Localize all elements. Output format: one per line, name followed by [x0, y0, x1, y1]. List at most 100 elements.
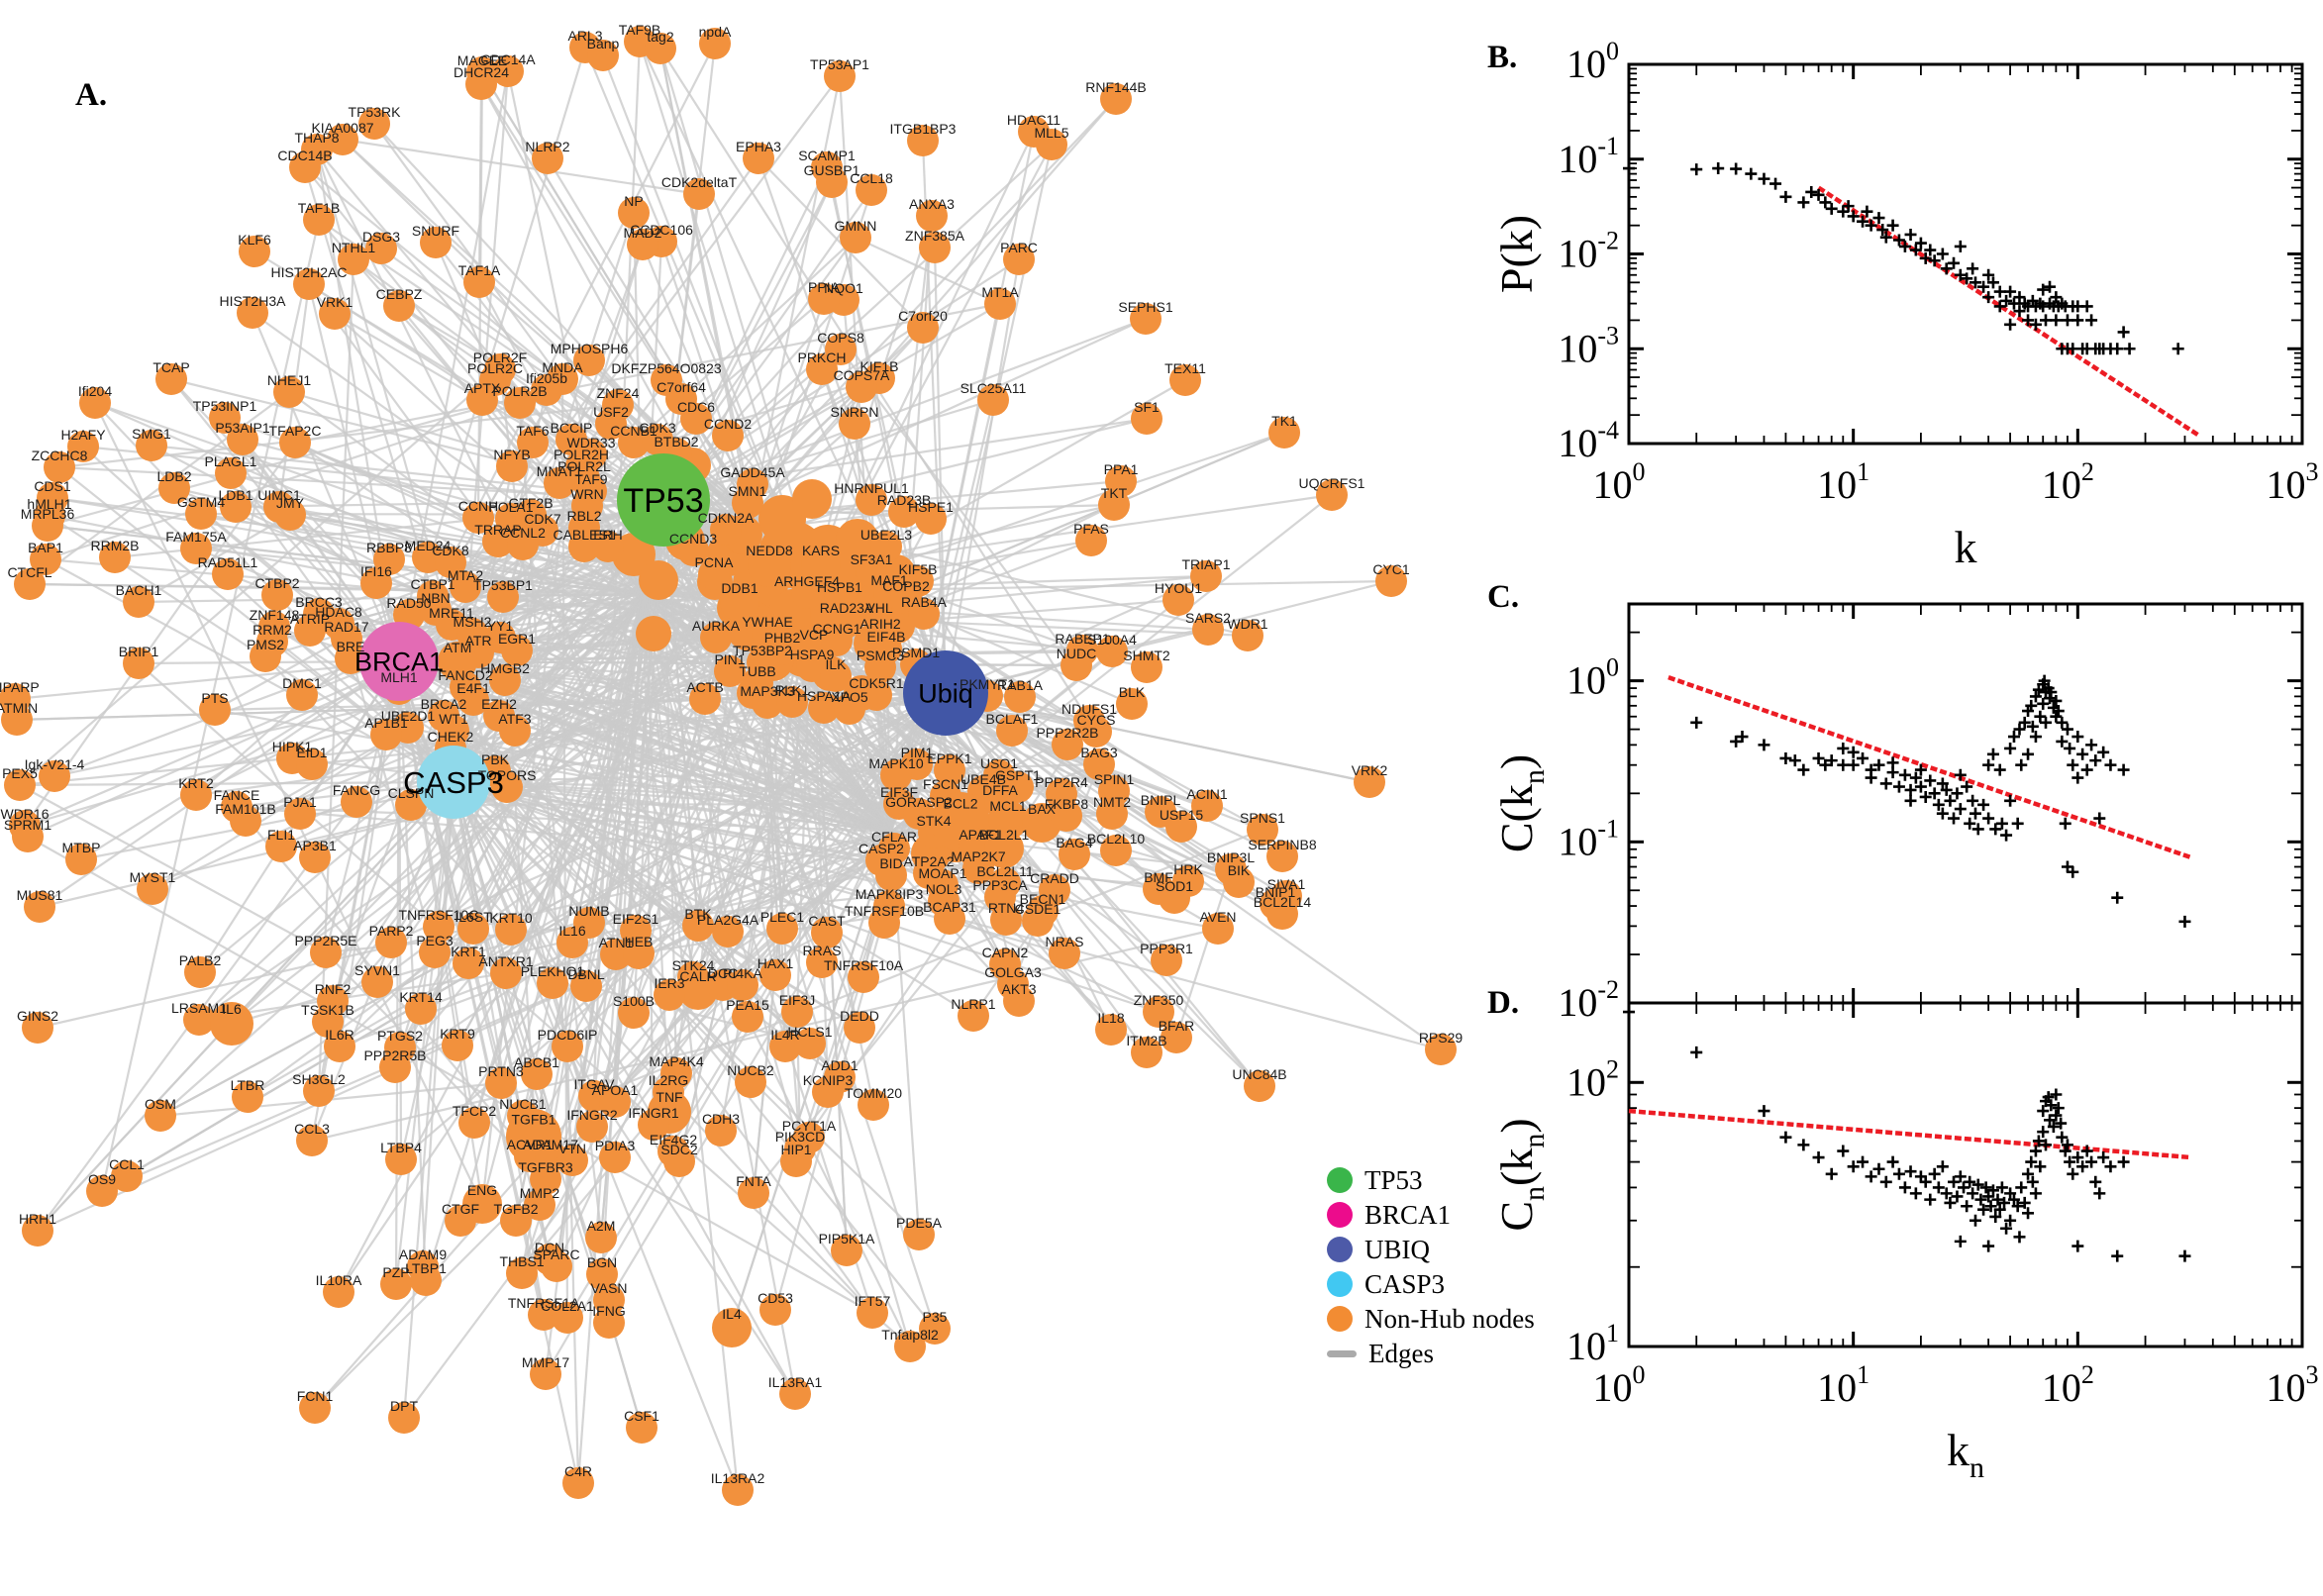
- svg-text:TAF9B: TAF9B: [619, 22, 661, 38]
- svg-text:100: 100: [1593, 457, 1646, 507]
- svg-text:MAP4K4: MAP4K4: [649, 1053, 703, 1069]
- svg-text:HIPK1: HIPK1: [272, 739, 313, 754]
- svg-text:S100B: S100B: [613, 993, 655, 1009]
- svg-text:WDR33: WDR33: [566, 435, 615, 450]
- svg-text:KRT10: KRT10: [489, 910, 533, 926]
- svg-text:H2AFY: H2AFY: [60, 427, 106, 443]
- svg-text:TSSK1B: TSSK1B: [301, 1002, 354, 1018]
- svg-text:MAP3K3: MAP3K3: [740, 683, 794, 699]
- svg-text:PIK3CD: PIK3CD: [775, 1129, 826, 1145]
- svg-text:SCAMP1: SCAMP1: [798, 148, 856, 163]
- svg-text:TNFRSF10A: TNFRSF10A: [824, 957, 904, 973]
- svg-text:MRE11: MRE11: [429, 605, 474, 621]
- svg-text:IL2RG: IL2RG: [649, 1072, 688, 1088]
- svg-text:RRAS: RRAS: [803, 943, 842, 958]
- svg-text:KIF5B: KIF5B: [899, 561, 938, 577]
- svg-text:DFFA: DFFA: [982, 782, 1018, 798]
- svg-text:ADAM9: ADAM9: [399, 1247, 447, 1262]
- panel-label-b: B.: [1487, 40, 1518, 75]
- svg-text:LTBR: LTBR: [231, 1077, 265, 1093]
- svg-text:TNFRSF1A: TNFRSF1A: [508, 1295, 580, 1311]
- svg-text:MMP2: MMP2: [520, 1185, 560, 1201]
- svg-text:CCL3: CCL3: [294, 1121, 330, 1137]
- svg-text:CCND2: CCND2: [704, 416, 752, 432]
- svg-text:TNF: TNF: [656, 1089, 682, 1105]
- svg-text:102: 102: [1566, 1054, 1619, 1104]
- svg-text:GOLGA3: GOLGA3: [984, 964, 1042, 980]
- svg-text:IFI16: IFI16: [360, 563, 392, 579]
- svg-text:ACVR1: ACVR1: [507, 1137, 554, 1152]
- svg-text:MMP17: MMP17: [522, 1354, 569, 1370]
- svg-text:RTN4: RTN4: [988, 900, 1025, 916]
- svg-text:PLA2G4A: PLA2G4A: [697, 912, 759, 928]
- svg-text:KLF6: KLF6: [238, 232, 271, 248]
- svg-text:LRSAM1: LRSAM1: [171, 1000, 227, 1016]
- svg-text:DBNL: DBNL: [567, 966, 605, 982]
- svg-text:SARS2: SARS2: [1185, 610, 1231, 626]
- svg-text:MAD2: MAD2: [624, 225, 662, 241]
- svg-text:COPB2: COPB2: [882, 578, 930, 594]
- svg-text:102: 102: [2042, 1360, 2094, 1410]
- svg-text:MCL1: MCL1: [989, 798, 1027, 814]
- svg-text:C7orf64: C7orf64: [656, 379, 706, 395]
- svg-text:E4F1: E4F1: [456, 680, 490, 696]
- svg-text:npdA: npdA: [699, 24, 732, 40]
- svg-text:BACH1: BACH1: [116, 582, 162, 598]
- svg-text:P35: P35: [923, 1309, 948, 1325]
- svg-text:SPIN1: SPIN1: [1094, 771, 1135, 787]
- svg-text:DPT: DPT: [390, 1398, 418, 1414]
- svg-text:HIST2H3A: HIST2H3A: [220, 293, 287, 309]
- svg-text:COPS8: COPS8: [817, 330, 864, 346]
- svg-text:HIST2H2AC: HIST2H2AC: [270, 264, 347, 280]
- svg-text:PCNA: PCNA: [695, 554, 735, 570]
- svg-text:HSPB1: HSPB1: [817, 579, 862, 595]
- legend-item-edges: Edges: [1327, 1340, 1535, 1367]
- svg-text:SPARC: SPARC: [533, 1247, 579, 1262]
- svg-text:GSPT1: GSPT1: [995, 767, 1041, 783]
- svg-text:ATN1: ATN1: [599, 935, 634, 950]
- svg-text:EIF3F: EIF3F: [880, 784, 918, 800]
- svg-text:CTCFL: CTCFL: [7, 564, 51, 580]
- svg-text:MYST1: MYST1: [130, 869, 176, 885]
- nonhub-dot-icon: [1327, 1306, 1353, 1332]
- svg-text:ARL3: ARL3: [567, 28, 602, 44]
- svg-text:102: 102: [2042, 457, 2094, 507]
- svg-text:GORASP2: GORASP2: [885, 794, 953, 810]
- svg-text:CASP3: CASP3: [403, 765, 504, 800]
- svg-text:IL6R: IL6R: [325, 1027, 354, 1043]
- svg-text:PIM1: PIM1: [901, 745, 934, 760]
- svg-text:BRIP1: BRIP1: [119, 644, 159, 659]
- svg-text:ATMIN: ATMIN: [0, 700, 38, 716]
- svg-text:CDK7: CDK7: [524, 511, 561, 527]
- svg-text:MPHOSPH6: MPHOSPH6: [551, 341, 629, 356]
- svg-text:PI4KA: PI4KA: [723, 965, 762, 981]
- svg-text:POLR2C: POLR2C: [467, 360, 523, 376]
- svg-text:CCND3: CCND3: [669, 531, 717, 547]
- legend-item-tp53: TP53: [1327, 1166, 1535, 1194]
- svg-text:GMNN: GMNN: [835, 218, 877, 234]
- svg-text:VRK1: VRK1: [317, 294, 354, 310]
- svg-text:SMG1: SMG1: [132, 426, 171, 442]
- svg-text:NFYB: NFYB: [493, 447, 530, 462]
- svg-text:TOMM20: TOMM20: [845, 1085, 902, 1101]
- svg-text:ERH: ERH: [593, 527, 623, 543]
- svg-text:NRAS: NRAS: [1046, 934, 1084, 949]
- svg-text:C(kn): C(kn): [1491, 754, 1551, 852]
- svg-text:GADD45A: GADD45A: [720, 464, 785, 480]
- svg-text:NUDC: NUDC: [1057, 646, 1096, 661]
- svg-text:MLL5: MLL5: [1034, 125, 1068, 141]
- svg-text:ENG: ENG: [467, 1182, 497, 1198]
- svg-text:SYVN1: SYVN1: [354, 962, 400, 978]
- svg-text:PLAGL1: PLAGL1: [205, 453, 257, 469]
- svg-text:SHMT2: SHMT2: [1123, 648, 1170, 663]
- svg-text:MLH1: MLH1: [380, 669, 418, 685]
- svg-text:BFAR: BFAR: [1159, 1018, 1195, 1034]
- svg-text:IL13RA1: IL13RA1: [768, 1374, 823, 1390]
- svg-text:BID: BID: [879, 855, 902, 871]
- svg-text:AP3B1: AP3B1: [293, 838, 337, 853]
- svg-text:UBE2D1: UBE2D1: [381, 708, 436, 724]
- svg-text:SEPHS1: SEPHS1: [1118, 299, 1172, 315]
- svg-text:LTBP4: LTBP4: [380, 1140, 422, 1155]
